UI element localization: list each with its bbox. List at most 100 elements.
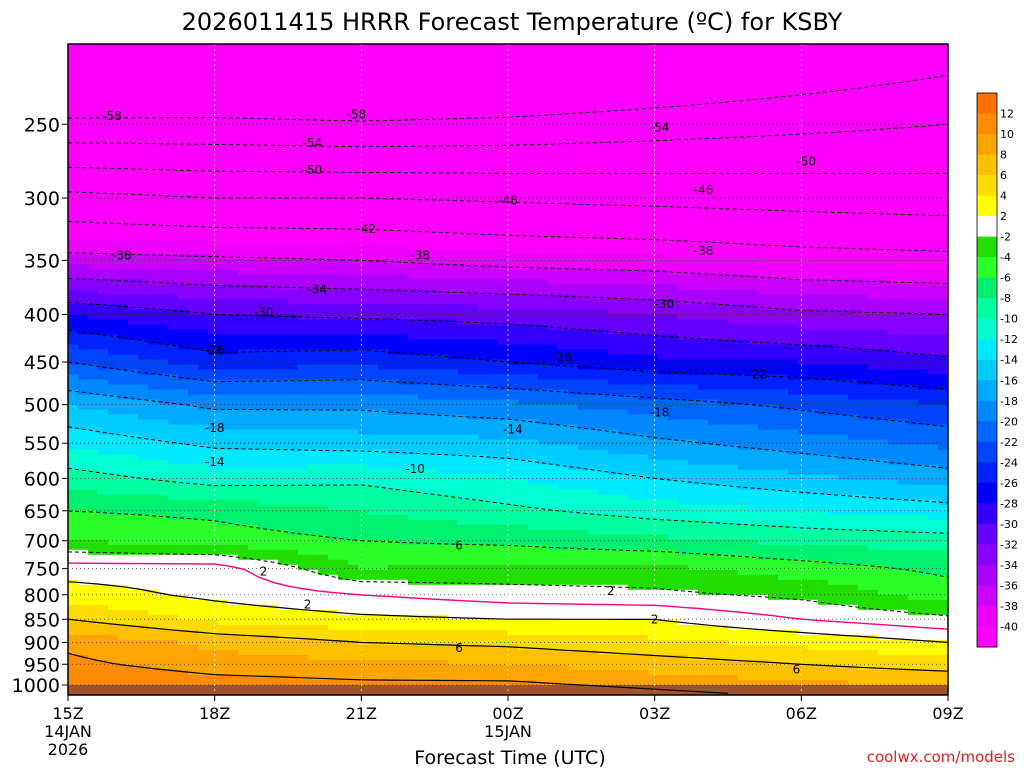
heat-cell bbox=[98, 399, 109, 406]
heat-cell bbox=[358, 444, 369, 451]
heat-cell bbox=[258, 359, 269, 366]
heat-cell bbox=[158, 644, 169, 651]
heat-cell bbox=[88, 219, 99, 225]
heat-cell bbox=[408, 354, 419, 361]
heat-cell bbox=[318, 579, 329, 586]
heat-cell bbox=[358, 104, 369, 110]
heat-cell bbox=[308, 224, 319, 230]
heat-cell bbox=[258, 109, 269, 115]
heat-cell bbox=[408, 264, 419, 270]
heat-cell bbox=[368, 569, 379, 576]
heat-cell bbox=[138, 274, 149, 280]
heat-cell bbox=[398, 199, 409, 205]
heat-cell bbox=[238, 129, 249, 135]
heat-cell bbox=[428, 74, 439, 80]
heat-cell bbox=[138, 219, 149, 225]
heat-cell bbox=[298, 409, 309, 416]
heat-cell bbox=[118, 199, 129, 205]
heat-cell bbox=[218, 84, 229, 90]
heat-cell bbox=[308, 444, 319, 451]
heat-cell bbox=[168, 629, 179, 636]
heat-cell bbox=[318, 269, 329, 275]
heat-cell bbox=[178, 314, 189, 321]
heat-cell bbox=[138, 374, 149, 381]
heat-cell bbox=[128, 534, 139, 541]
heat-cell bbox=[368, 139, 379, 145]
heat-cell bbox=[138, 184, 149, 190]
heat-cell bbox=[428, 204, 439, 210]
heat-cell bbox=[208, 489, 219, 496]
heat-cell bbox=[358, 344, 369, 351]
heat-cell bbox=[138, 324, 149, 331]
heat-cell bbox=[378, 399, 389, 406]
heat-cell bbox=[258, 454, 269, 461]
heat-cell bbox=[338, 229, 349, 235]
heat-cell bbox=[328, 104, 339, 110]
heat-cell bbox=[68, 494, 79, 501]
heat-cell bbox=[278, 174, 289, 180]
heat-cell bbox=[118, 374, 129, 381]
heat-cell bbox=[168, 649, 179, 656]
heat-cell bbox=[108, 459, 119, 466]
heat-cell bbox=[308, 434, 319, 441]
heat-cell bbox=[448, 279, 459, 285]
heat-cell bbox=[178, 324, 189, 331]
heat-cell bbox=[358, 614, 369, 621]
heat-cell bbox=[348, 359, 359, 366]
heat-cell bbox=[128, 294, 139, 300]
heat-cell bbox=[418, 544, 429, 551]
heat-cell bbox=[98, 504, 109, 511]
heat-cell bbox=[68, 284, 79, 290]
heat-cell bbox=[138, 404, 149, 411]
heat-cell bbox=[308, 354, 319, 361]
heat-cell bbox=[288, 319, 299, 326]
heat-cell bbox=[108, 519, 119, 526]
heat-cell bbox=[338, 69, 349, 75]
heat-cell bbox=[68, 359, 79, 366]
heat-cell bbox=[238, 379, 249, 386]
heat-cell bbox=[398, 524, 409, 531]
heat-cell bbox=[148, 89, 159, 95]
heat-cell bbox=[438, 644, 449, 651]
heat-cell bbox=[208, 159, 219, 165]
heat-cell bbox=[98, 644, 109, 651]
heat-cell bbox=[258, 469, 269, 476]
heat-cell bbox=[438, 179, 449, 185]
heat-cell bbox=[378, 79, 389, 85]
heat-cell bbox=[258, 649, 269, 656]
heat-cell bbox=[178, 159, 189, 165]
heat-cell bbox=[98, 169, 109, 175]
heat-cell bbox=[398, 644, 409, 651]
heat-cell bbox=[428, 454, 439, 461]
heat-cell bbox=[318, 384, 329, 391]
heat-cell bbox=[148, 584, 159, 591]
heat-cell bbox=[308, 334, 319, 341]
heat-cell bbox=[68, 339, 79, 346]
heat-cell bbox=[298, 224, 309, 230]
heat-cell bbox=[358, 279, 369, 285]
heat-cell bbox=[308, 284, 319, 290]
heat-cell bbox=[98, 59, 109, 65]
heat-cell bbox=[408, 349, 419, 356]
heat-cell bbox=[378, 474, 389, 481]
heat-cell bbox=[288, 279, 299, 285]
heat-cell bbox=[438, 434, 449, 441]
heat-cell bbox=[388, 629, 399, 636]
heat-cell bbox=[258, 489, 269, 496]
heat-cell bbox=[218, 664, 229, 671]
heat-cell bbox=[428, 474, 439, 481]
heat-cell bbox=[148, 349, 159, 356]
heat-cell bbox=[168, 654, 179, 661]
heat-cell bbox=[378, 139, 389, 145]
heat-cell bbox=[128, 454, 139, 461]
heat-cell bbox=[398, 234, 409, 240]
heat-cell bbox=[228, 49, 239, 55]
heat-cell bbox=[328, 169, 339, 175]
heat-cell bbox=[398, 484, 409, 491]
heat-cell bbox=[68, 619, 79, 626]
heat-cell bbox=[208, 184, 219, 190]
heat-cell bbox=[148, 434, 159, 441]
heat-cell bbox=[438, 669, 449, 676]
heat-cell bbox=[298, 494, 309, 501]
heat-cell bbox=[158, 384, 169, 391]
